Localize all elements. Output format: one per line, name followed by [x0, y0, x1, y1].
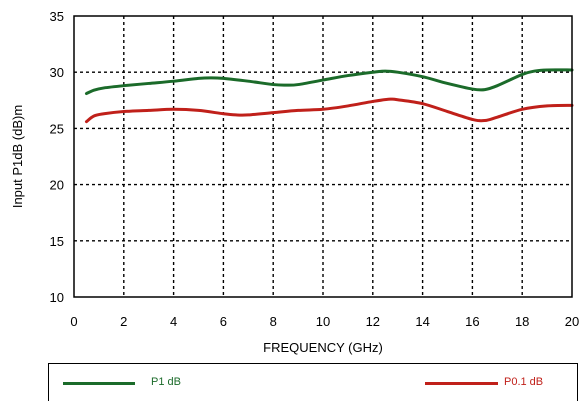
plot-frame: [73, 15, 573, 298]
x-tick-label-9: 18: [515, 314, 529, 329]
x-axis-label: FREQUENCY (GHz): [263, 340, 383, 355]
x-tick-labels: 0 2 4 6 8 10 12 14 16 18 20: [70, 314, 579, 329]
y-tick-label-0: 10: [50, 290, 64, 305]
x-tick-label-10: 20: [565, 314, 579, 329]
y-tick-label-5: 35: [50, 9, 64, 24]
legend-item-p01: P0.1 dB: [425, 376, 575, 390]
grid-lines: [74, 16, 572, 297]
y-tick-label-4: 30: [50, 65, 64, 80]
legend-swatch-p1: [63, 382, 135, 385]
series-line-1: [84, 97, 574, 124]
x-tick-label-3: 6: [220, 314, 227, 329]
legend: P1 dB P0.1 dB: [48, 363, 578, 401]
x-tick-label-0: 0: [70, 314, 77, 329]
series-line-0: [84, 68, 574, 96]
y-tick-label-2: 20: [50, 178, 64, 193]
x-tick-label-4: 8: [270, 314, 277, 329]
x-tick-label-6: 12: [366, 314, 380, 329]
legend-label-p1: P1 dB: [151, 376, 181, 388]
legend-swatch-p01: [425, 382, 498, 385]
y-tick-label-3: 25: [50, 121, 64, 136]
y-tick-label-1: 15: [50, 234, 64, 249]
y-axis-label: Input P1dB (dB)m: [10, 105, 25, 208]
legend-label-p01: P0.1 dB: [504, 376, 544, 388]
x-tick-label-7: 14: [415, 314, 429, 329]
y-tick-labels: 10 15 20 25 30 35: [50, 9, 64, 305]
x-tick-label-8: 16: [465, 314, 479, 329]
x-tick-label-2: 4: [170, 314, 177, 329]
series-layer: [84, 68, 574, 124]
legend-item-p1: P1 dB: [63, 376, 263, 390]
x-tick-label-1: 2: [120, 314, 127, 329]
x-tick-label-5: 10: [316, 314, 330, 329]
